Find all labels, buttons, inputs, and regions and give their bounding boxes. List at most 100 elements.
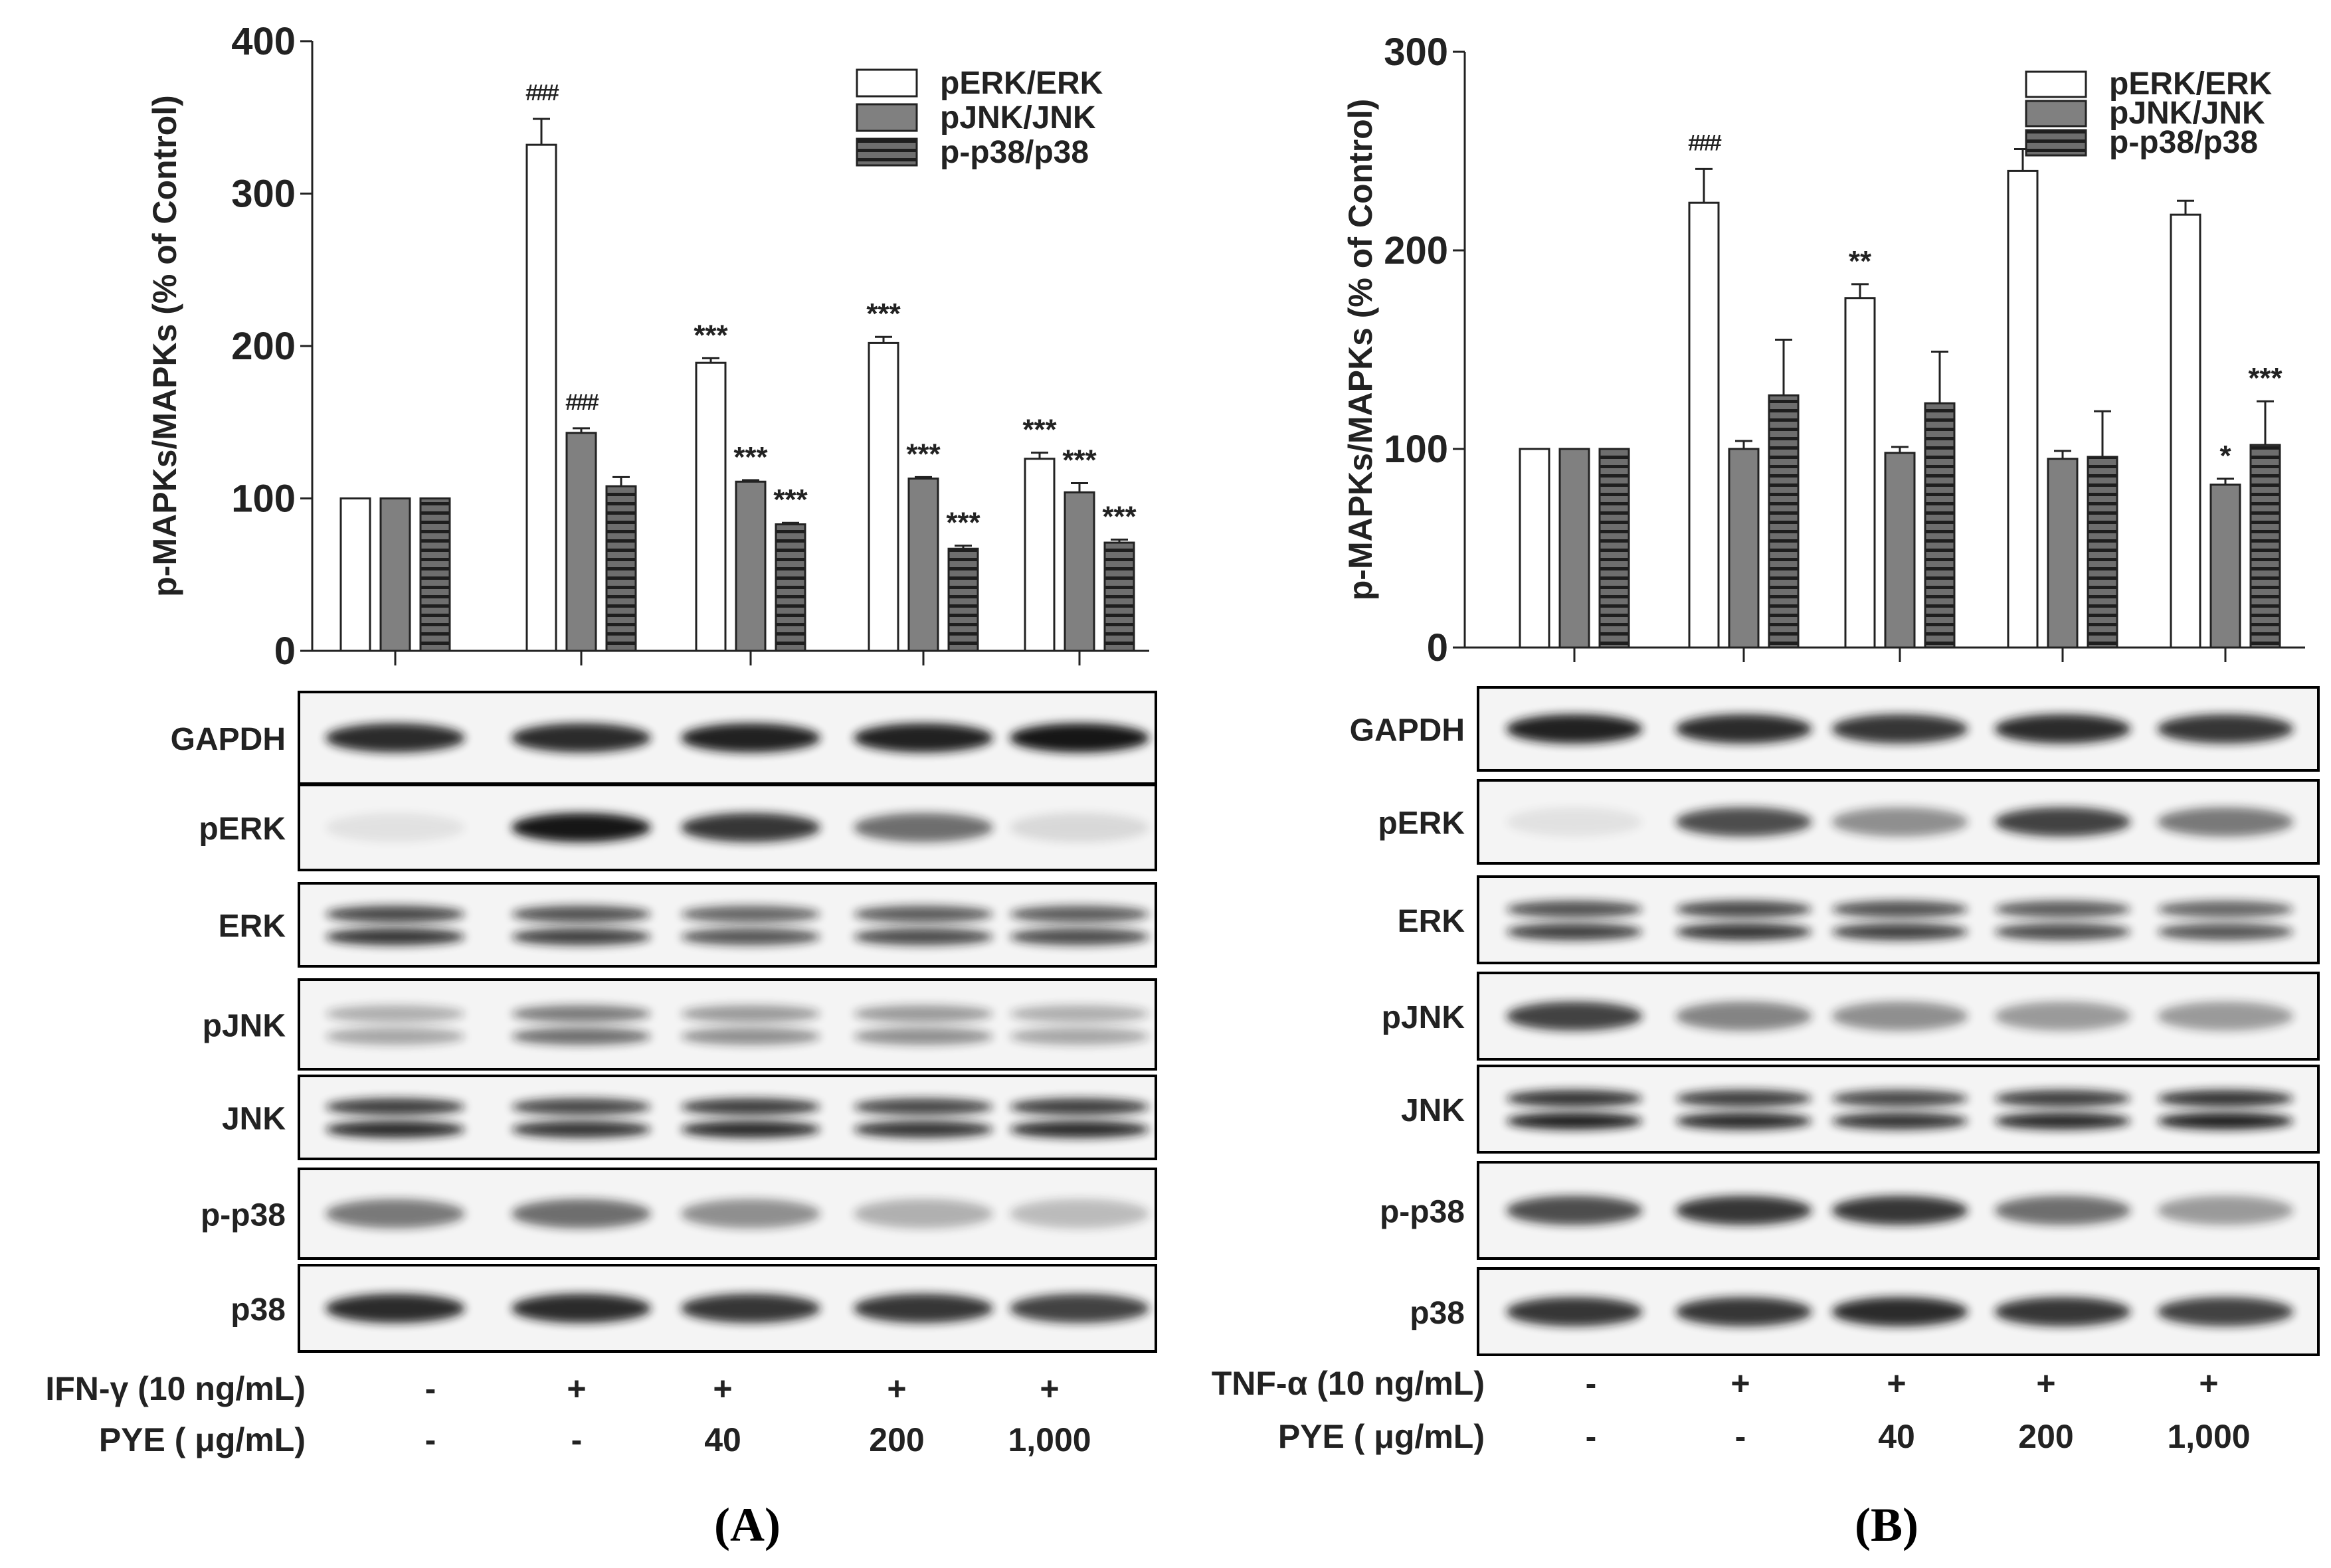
- legend-swatch: [2025, 129, 2087, 157]
- treatment-value: +: [2036, 1365, 2055, 1402]
- legend-swatch: [2025, 70, 2087, 98]
- blot-row-GAPDH: GAPDH: [171, 691, 1157, 785]
- y-tick-label: 100: [1384, 428, 1448, 471]
- blot-frame: [298, 1075, 1157, 1160]
- blot-band: [2157, 1297, 2294, 1326]
- treatment-value: +: [1730, 1365, 1750, 1402]
- y-tick-label: 200: [1384, 229, 1448, 272]
- treatment-row-label: IFN-γ (10 ng/mL): [45, 1370, 306, 1407]
- y-axis-label: p-MAPKs/MAPKs (% of Control): [1342, 99, 1379, 601]
- blot-band: [1675, 923, 1812, 940]
- blot-band: [1506, 1090, 1643, 1107]
- blot-label: GAPDH: [1350, 713, 1465, 748]
- blot-label: ERK: [219, 909, 286, 944]
- treatment-row-label: TNF-α (10 ng/mL): [1212, 1365, 1485, 1402]
- blot-row-pERK: pERK: [1378, 779, 2320, 865]
- blot-band: [512, 813, 651, 842]
- blot-row-ERK: ERK: [219, 882, 1157, 968]
- blot-frame: [298, 882, 1157, 968]
- blot-band: [681, 1294, 820, 1323]
- bar-p-p38/p38-0: [419, 497, 451, 652]
- blot-label: JNK: [1401, 1093, 1465, 1128]
- blot-band: [1010, 813, 1149, 842]
- blot-band: [854, 1294, 993, 1323]
- blot-band: [681, 813, 820, 842]
- blot-band: [854, 1098, 993, 1116]
- blot-band: [326, 813, 465, 842]
- blot-band: [1675, 901, 1812, 918]
- blot-band: [1506, 901, 1643, 918]
- bar-p-p38/p38-3: [947, 547, 979, 652]
- blot-band: [854, 1005, 993, 1023]
- legend-swatch: [2025, 100, 2087, 128]
- blot-label: ERK: [1398, 904, 1465, 939]
- blot-band: [1010, 723, 1149, 752]
- blot-band: [1994, 901, 2131, 918]
- blot-band: [854, 928, 993, 946]
- blot-band: [2157, 1112, 2294, 1130]
- blot-band: [512, 1199, 651, 1229]
- blot-band: [1010, 1005, 1149, 1023]
- bar-pJNK/JNK-0: [379, 497, 411, 652]
- blot-band: [681, 1027, 820, 1045]
- blot-frame: [298, 978, 1157, 1071]
- bar-pERK/ERK-0: [1519, 448, 1550, 649]
- blot-band: [1994, 714, 2131, 744]
- bar-pJNK/JNK-4: [1064, 491, 1095, 652]
- significance-mark: ***: [694, 319, 728, 351]
- treatment-value: 200: [2018, 1418, 2073, 1455]
- treatment-table-a: IFN-γ (10 ng/mL) - + + + + PYE ( μg/mL) - - 40 200…: [45, 1370, 1091, 1458]
- blot-band: [1506, 714, 1643, 744]
- blot-band: [2157, 1195, 2294, 1225]
- treatment-value: -: [425, 1370, 436, 1407]
- treatment-value: 1,000: [2167, 1418, 2250, 1455]
- blot-band: [512, 1005, 651, 1023]
- blot-band: [1675, 1090, 1812, 1107]
- legend-swatch: [856, 137, 918, 167]
- y-tick-label: 100: [231, 478, 296, 521]
- bar-p-p38/p38-0: [1598, 448, 1630, 649]
- bar-pERK/ERK-1: [1688, 201, 1720, 649]
- treatment-value: +: [567, 1370, 586, 1407]
- blot-band: [1994, 1195, 2131, 1225]
- significance-mark: **: [1849, 245, 1872, 278]
- blot-row-p38: p38: [231, 1264, 1157, 1353]
- blot-band: [326, 1027, 465, 1045]
- blot-band: [1675, 1112, 1812, 1130]
- significance-mark: ***: [1062, 444, 1097, 477]
- blot-band: [2157, 923, 2294, 940]
- blot-band: [1831, 807, 1968, 837]
- blot-label: pERK: [1378, 806, 1465, 841]
- treatment-value: +: [1040, 1370, 1059, 1407]
- significance-mark: ***: [1102, 500, 1137, 533]
- blot-band: [2157, 1090, 2294, 1107]
- treatment-value: 200: [869, 1421, 924, 1458]
- chart-a-bars: ###*********###*** *** ********* ***: [339, 80, 1137, 652]
- blot-band: [1010, 1027, 1149, 1045]
- bar-pJNK/JNK-3: [907, 478, 939, 652]
- blot-band: [1506, 1297, 1643, 1326]
- legend-label: pERK/ERK: [940, 66, 1103, 101]
- y-tick-label: 400: [231, 20, 296, 63]
- blot-band: [681, 1199, 820, 1229]
- bar-p-p38/p38-4: [1103, 541, 1135, 652]
- treatment-row-label: PYE ( μg/mL): [99, 1421, 306, 1458]
- blot-band: [681, 1005, 820, 1023]
- blot-label: pERK: [199, 812, 286, 847]
- treatment-row-label: PYE ( μg/mL): [1278, 1418, 1485, 1455]
- treatment-value: 1,000: [1008, 1421, 1091, 1458]
- blot-band: [681, 1120, 820, 1138]
- legend-swatch: [856, 103, 918, 132]
- blots-b: GAPDH pERK ERK pJNK JNK p-p38 p38: [1350, 686, 2320, 1356]
- significance-mark: ***: [2248, 362, 2283, 394]
- blot-band: [1831, 1002, 1968, 1031]
- treatment-value: -: [571, 1421, 583, 1458]
- blot-band: [1675, 1297, 1812, 1326]
- blot-band: [512, 1027, 651, 1045]
- blot-band: [1831, 714, 1968, 744]
- blot-band: [512, 928, 651, 946]
- significance-mark: ***: [866, 298, 901, 330]
- bar-p-p38/p38-4: [2249, 444, 2281, 649]
- legend-label: pJNK/JNK: [940, 100, 1096, 135]
